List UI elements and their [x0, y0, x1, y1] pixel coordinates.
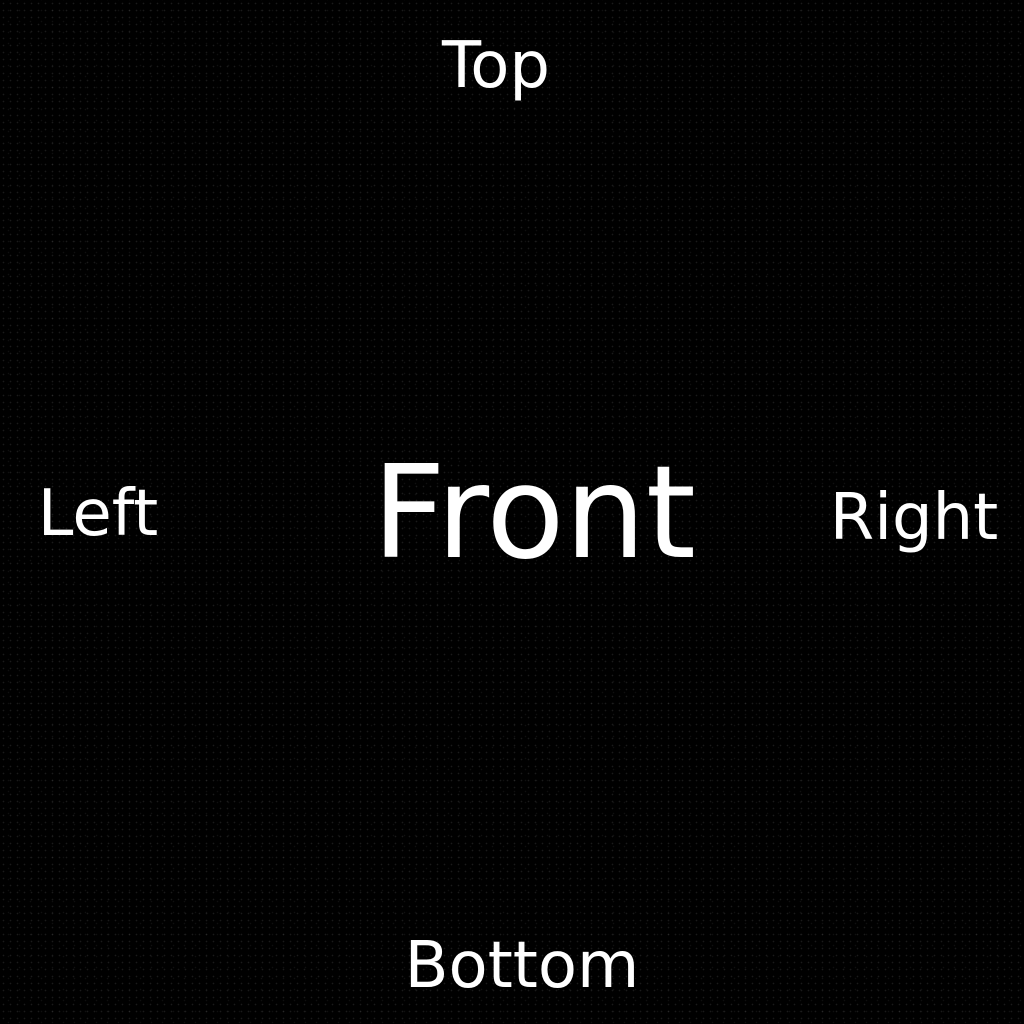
front-label: Front [372, 439, 696, 588]
left-label: Left [37, 477, 159, 551]
bottom-label: Bottom [404, 929, 640, 1003]
right-label: Right [829, 481, 999, 555]
top-label: Top [442, 29, 550, 103]
